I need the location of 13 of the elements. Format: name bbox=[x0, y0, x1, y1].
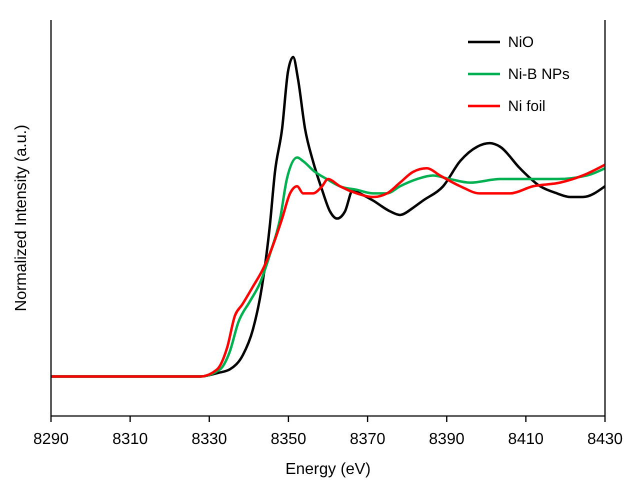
legend-label: Ni foil bbox=[508, 98, 546, 115]
x-axis-title: Energy (eV) bbox=[285, 461, 371, 478]
y-axis-title: Normalized Intensity (a.u.) bbox=[13, 124, 30, 312]
x-tick-label: 8350 bbox=[270, 431, 306, 448]
x-tick-label: 8310 bbox=[112, 431, 148, 448]
x-tick-label: 8390 bbox=[428, 431, 465, 448]
legend-label: NiO bbox=[508, 34, 534, 51]
x-tick-label: 8290 bbox=[33, 431, 69, 448]
x-tick-label: 8370 bbox=[350, 431, 386, 448]
x-tick-label: 8410 bbox=[508, 431, 544, 448]
x-tick-label: 8430 bbox=[587, 431, 623, 448]
x-tick-label: 8330 bbox=[191, 431, 228, 448]
legend-label: Ni-B NPs bbox=[508, 66, 570, 83]
